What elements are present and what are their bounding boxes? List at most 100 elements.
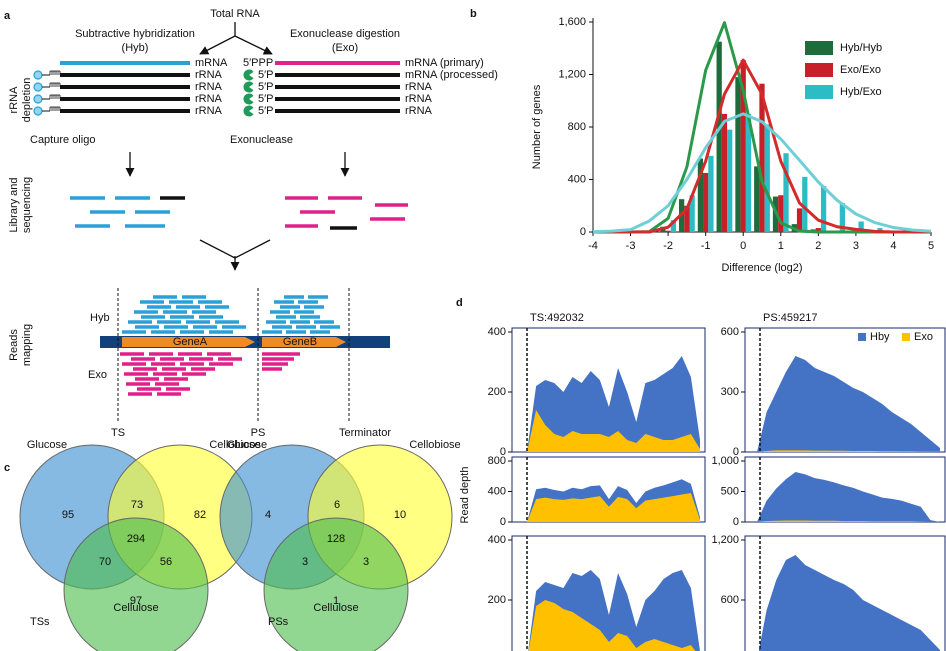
gene-arrow xyxy=(262,337,346,347)
step-label: rRNA xyxy=(8,86,20,114)
panel-label: a xyxy=(4,10,11,22)
step-label: depletion xyxy=(21,78,33,123)
line-label: mRNA xyxy=(195,57,228,69)
y-tick-label: 0 xyxy=(500,446,506,458)
step-label: Reads xyxy=(8,329,20,361)
x-tick-label: -4 xyxy=(588,240,598,252)
diagram-text: Exonuclease digestion xyxy=(290,28,400,40)
end-label: 5′P xyxy=(258,81,274,93)
venn-count: 294 xyxy=(127,533,145,545)
bar xyxy=(820,186,827,232)
capture-oligo xyxy=(33,94,43,104)
bar xyxy=(703,172,709,232)
bar xyxy=(764,124,770,232)
line-label: rRNA xyxy=(405,93,433,105)
step-label: mapping xyxy=(21,324,33,366)
y-tick-label: 600 xyxy=(721,326,739,338)
capture-oligo xyxy=(33,82,43,92)
line-label: rRNA xyxy=(195,81,223,93)
arrow xyxy=(199,35,236,55)
exonuclease xyxy=(243,81,254,93)
venn-count: 1 xyxy=(333,595,339,607)
venn-count: 95 xyxy=(62,509,74,521)
site-label: Terminator xyxy=(339,427,391,439)
legend-label: Exo/Exo xyxy=(840,64,881,76)
bar xyxy=(727,129,733,232)
area xyxy=(757,356,940,452)
exonuclease xyxy=(243,105,254,117)
legend-swatch xyxy=(805,41,833,55)
y-tick-label: 500 xyxy=(721,485,739,497)
line xyxy=(234,239,271,259)
bar xyxy=(858,221,864,232)
area xyxy=(528,600,696,651)
end-label: 5′P xyxy=(258,69,274,81)
legend-label: Hyb/Hyb xyxy=(840,42,882,54)
x-tick-label: -3 xyxy=(626,240,636,252)
venn-count: 97 xyxy=(130,595,142,607)
venn-label: PSs xyxy=(268,616,289,628)
line-label: rRNA xyxy=(195,105,223,117)
bar xyxy=(708,155,714,232)
y-tick-label: 400 xyxy=(568,173,586,185)
x-tick-label: -1 xyxy=(701,240,711,252)
y-tick-label: 0 xyxy=(500,516,506,528)
area xyxy=(758,555,940,651)
x-tick-label: 2 xyxy=(815,240,821,252)
area xyxy=(527,410,700,452)
panel-label: b xyxy=(470,8,477,20)
set-label: Glucose xyxy=(227,439,267,451)
diagram-text: (Exo) xyxy=(332,42,358,54)
venn-count: 10 xyxy=(394,509,406,521)
plot-title: TS:492032 xyxy=(530,312,584,324)
set-label: Cellulose xyxy=(313,602,358,614)
legend-label: Hyb/Exo xyxy=(840,86,882,98)
bar xyxy=(754,166,760,232)
exonuclease xyxy=(243,69,254,81)
bar xyxy=(670,220,676,232)
area xyxy=(527,356,700,452)
line-label: rRNA xyxy=(195,69,223,81)
track-label: Exo xyxy=(88,369,107,381)
bar xyxy=(745,113,752,232)
end-label: 5′P xyxy=(258,93,274,105)
y-tick-label: 1,000 xyxy=(711,455,739,467)
area xyxy=(527,493,700,522)
fit-line xyxy=(592,112,932,234)
gene-label: GeneA xyxy=(173,336,208,348)
diagram-text: Subtractive hybridization xyxy=(75,28,195,40)
capture-oligo xyxy=(33,70,43,80)
area xyxy=(757,471,940,522)
axis-label: Number of genes xyxy=(531,84,543,169)
diagram-text: (Hyb) xyxy=(122,42,149,54)
venn-count: 6 xyxy=(334,499,340,511)
capture-oligo xyxy=(33,106,43,116)
y-tick-label: 300 xyxy=(721,386,739,398)
bar xyxy=(665,230,671,232)
x-tick-label: 3 xyxy=(853,240,859,252)
venn-count: 82 xyxy=(194,509,206,521)
y-tick-label: 400 xyxy=(488,485,506,497)
exonuclease xyxy=(243,93,254,105)
bar xyxy=(689,195,695,232)
plot-frame xyxy=(511,535,706,651)
set-label: Cellobiose xyxy=(409,439,460,451)
y-tick-label: 600 xyxy=(721,594,739,606)
set-label: Glucose xyxy=(27,439,67,451)
set-label: Cellobiose xyxy=(209,439,260,451)
y-tick-label: 800 xyxy=(488,455,506,467)
axis-label: Difference (log2) xyxy=(721,262,802,274)
track-label: Hyb xyxy=(90,312,110,324)
plot-frame xyxy=(744,535,946,651)
venn-count: 128 xyxy=(327,533,345,545)
y-tick-label: 1,200 xyxy=(711,534,739,546)
bar xyxy=(796,208,803,232)
line xyxy=(199,239,236,259)
venn-count: 3 xyxy=(302,556,308,568)
bar xyxy=(697,158,704,232)
arrow xyxy=(234,35,273,55)
x-tick-label: -2 xyxy=(663,240,673,252)
y-tick-label: 1,600 xyxy=(558,16,586,28)
y-tick-label: 400 xyxy=(488,534,506,546)
y-tick-label: 0 xyxy=(733,446,739,458)
